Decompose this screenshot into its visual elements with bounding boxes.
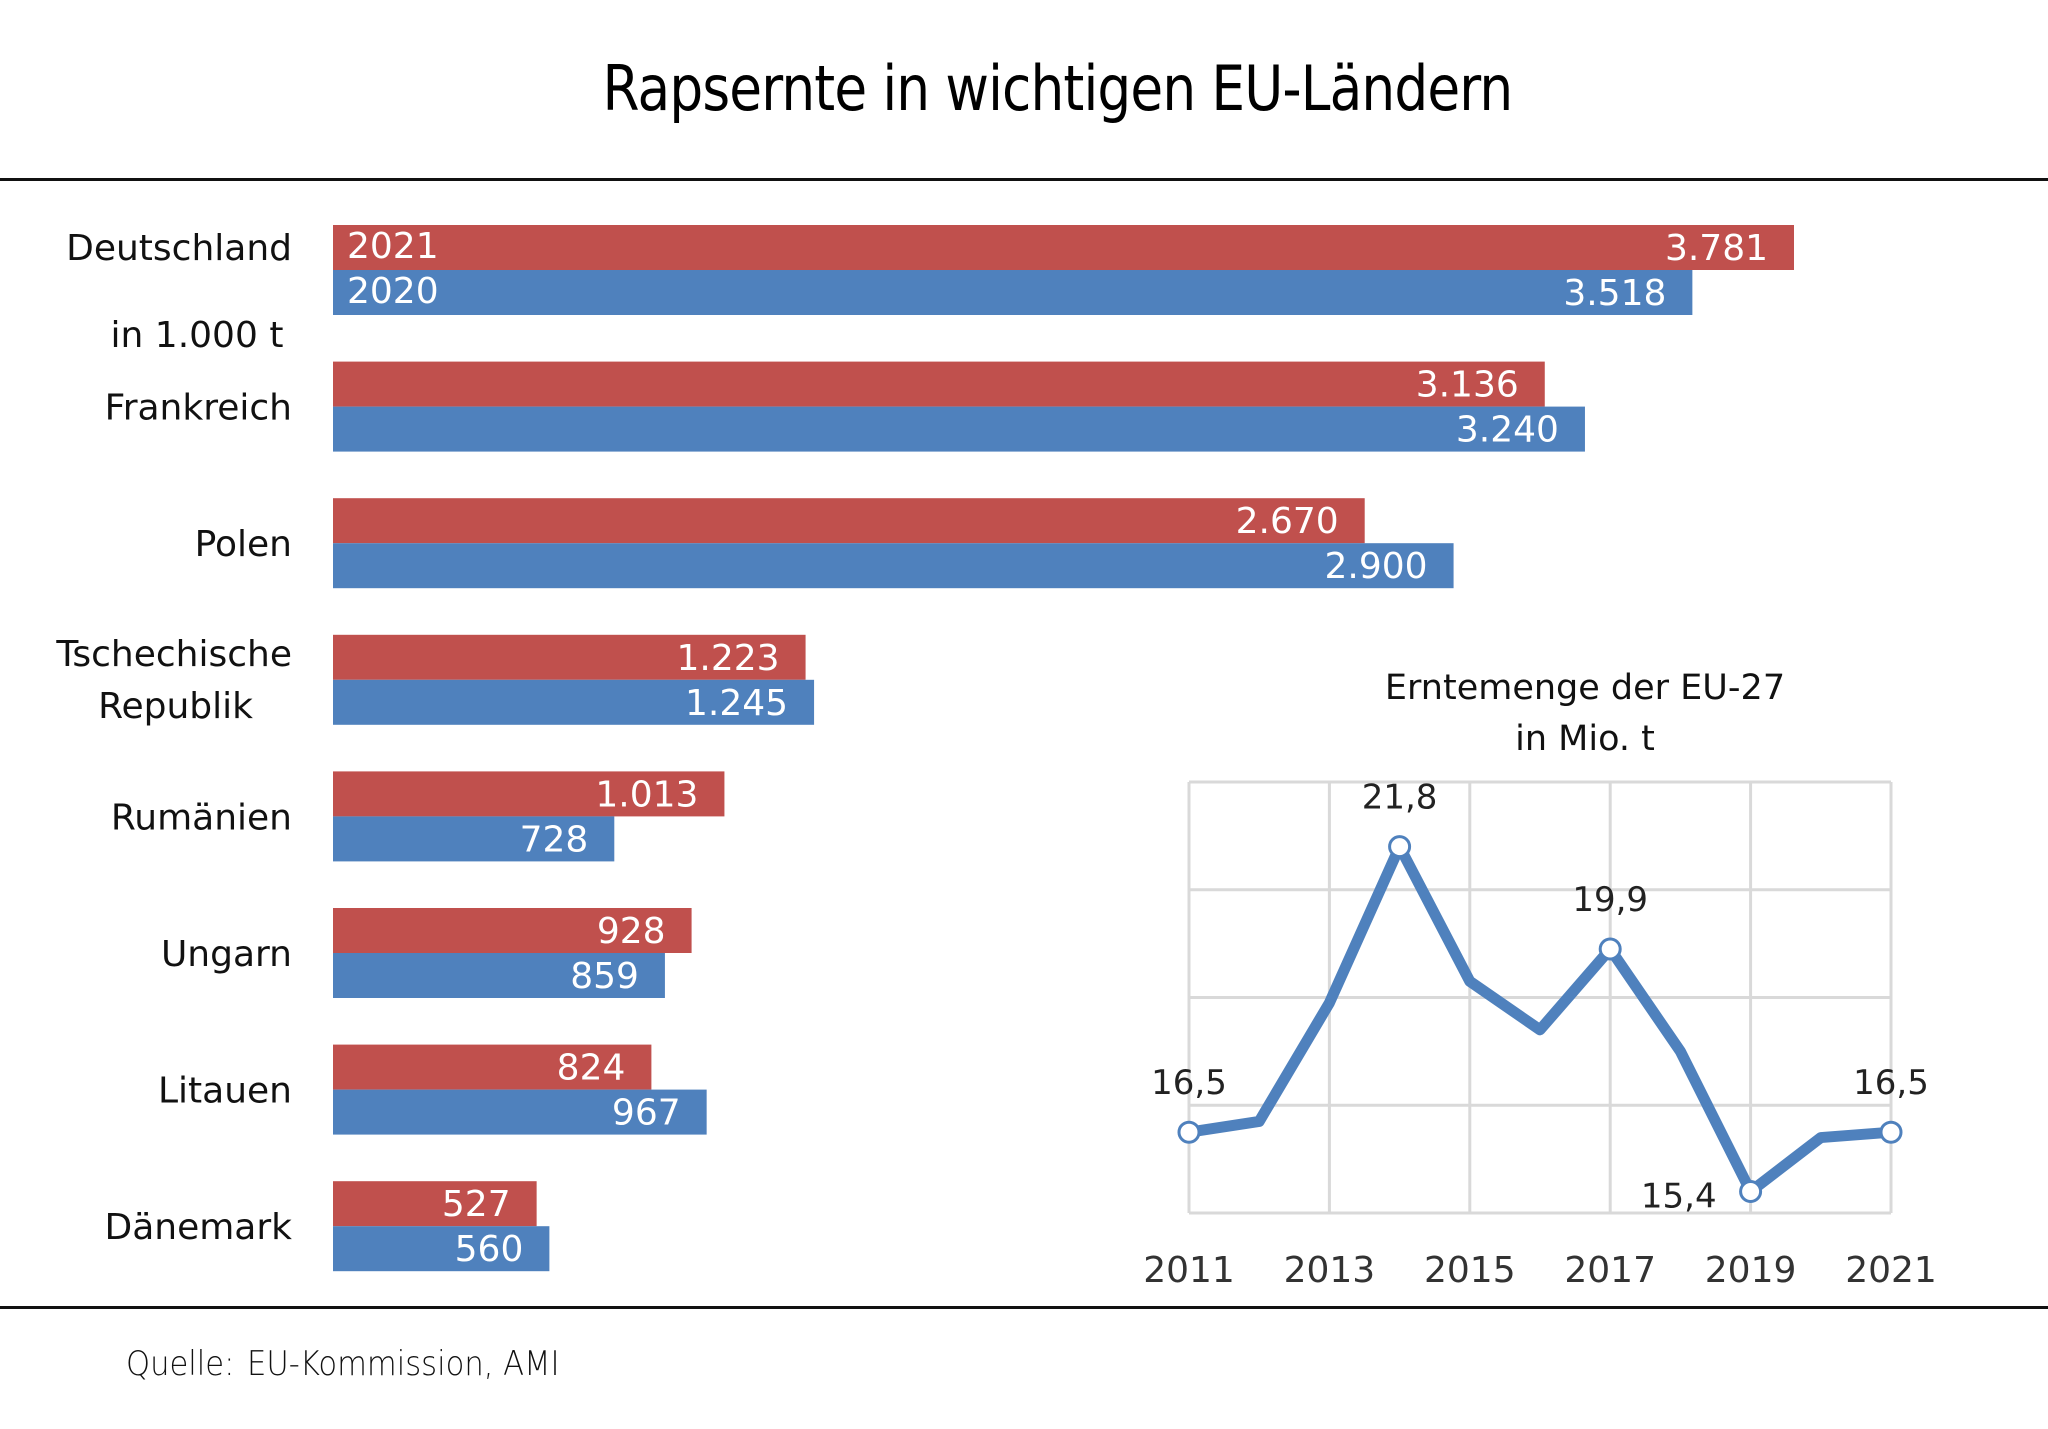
bar-2020-4 [333,679,815,725]
data-point-label: 16,5 [1853,1063,1929,1103]
bar-value-label: 2.670 [1236,501,1339,542]
bar-value-label: 560 [455,1229,524,1270]
bar-value-label: 824 [557,1048,626,1089]
category-label: Tschechische [55,634,292,675]
inset-subtitle: in Mio. t [1515,719,1655,759]
data-point-label: 19,9 [1572,880,1648,920]
bar-value-label: 527 [442,1184,511,1225]
category-label: Deutschland [66,228,292,269]
x-tick-label: 2015 [1424,1250,1516,1291]
bar-2021-1 [333,225,1794,270]
data-point-marker [1388,835,1412,859]
category-label: Frankreich [105,388,292,429]
data-point-marker [1739,1179,1763,1203]
x-tick-label: 2019 [1705,1250,1797,1291]
chart-title: Rapsernte in wichtigen EU-Ländern [602,52,1514,125]
x-tick-label: 2017 [1564,1250,1656,1291]
source-note: Quelle: EU-Kommission, AMI [126,1344,560,1384]
bar-2020-7 [333,1089,707,1135]
category-label: Litauen [158,1071,292,1112]
bar-2021-3 [333,498,1365,544]
bar-2021-4 [333,634,806,680]
bar-2020-5 [333,816,615,862]
source-label: Quelle: [126,1344,235,1384]
bar-2021-8 [333,1181,537,1227]
legend-2021: 2021 [347,226,439,267]
category-label: Republik [98,686,253,727]
bar-value-label: 3.781 [1665,228,1768,269]
bar-value-label: 3.518 [1563,273,1666,314]
category-label: Dänemark [104,1207,292,1248]
bar-2021-6 [333,908,692,953]
bar-2020-6 [333,953,665,998]
top-divider [0,178,2048,181]
bar-2021-5 [333,771,725,817]
bar-value-label: 859 [570,956,639,997]
unit-label: in 1.000 t [111,315,284,356]
source-text: EU-Kommission, AMI [247,1344,560,1384]
legend-2020: 2020 [347,271,439,312]
bar-value-label: 967 [612,1093,681,1134]
bar-value-label: 928 [597,911,666,952]
bar-2020-2 [333,406,1585,452]
data-point-marker [1177,1120,1201,1144]
data-point-label: 16,5 [1151,1063,1227,1103]
category-label: Rumänien [111,797,292,838]
data-point-label: 21,8 [1362,778,1438,818]
category-label: Ungarn [161,934,292,975]
bar-2021-2 [333,361,1545,407]
bar-value-label: 3.136 [1416,365,1519,406]
bar-value-label: 1.245 [685,683,788,724]
x-tick-label: 2013 [1284,1250,1376,1291]
bar-value-label: 2.900 [1325,546,1428,587]
bar-value-label: 3.240 [1456,410,1559,451]
bar-2020-3 [333,543,1454,589]
bottom-divider [0,1306,2048,1309]
bar-value-label: 1.013 [595,774,698,815]
data-point-marker [1879,1120,1903,1144]
data-point-label: 15,4 [1641,1176,1717,1216]
bar-2021-7 [333,1044,652,1090]
bar-2020-8 [333,1226,550,1272]
bar-2020-1 [333,270,1693,315]
bar-value-label: 1.223 [677,638,780,679]
inset-title: Erntemenge der EU-27 [1385,668,1785,708]
bar-value-label: 728 [520,819,589,860]
x-tick-label: 2011 [1143,1250,1235,1291]
data-point-marker [1598,937,1622,961]
x-tick-label: 2021 [1845,1250,1937,1291]
category-label: Polen [195,524,292,565]
series-line [1183,841,1897,1197]
